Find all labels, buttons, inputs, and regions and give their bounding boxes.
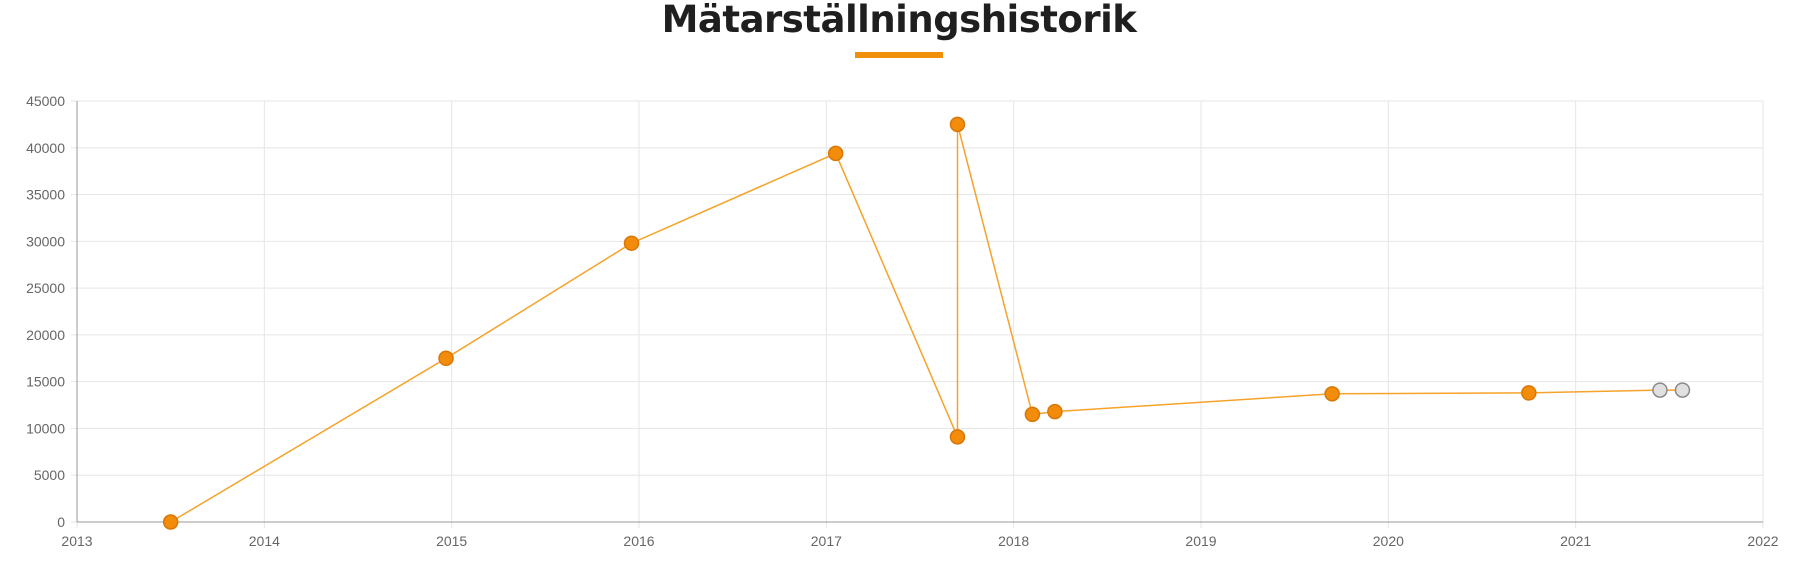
x-axis-tick-labels: 2013 2014 2015 2016 2017 2018 2019 2020 2021 2022 (61, 533, 1778, 549)
title-underline (855, 52, 943, 58)
data-point (1047, 403, 1063, 420)
data-point (1521, 385, 1537, 401)
x-tick-label: 2019 (1185, 533, 1216, 549)
y-tick-label: 45000 (26, 93, 65, 109)
x-tick-label: 2022 (1747, 533, 1778, 549)
meter-reading-series (170, 124, 1683, 523)
y-tick-label: 25000 (26, 280, 65, 296)
x-tick-label: 2021 (1560, 533, 1591, 549)
axes (76, 101, 1763, 523)
y-tick-label: 10000 (26, 420, 65, 436)
y-axis-tick-labels: 0 5000 10000 15000 20000 25000 30000 35000 40000… (26, 93, 65, 530)
x-tick-label: 2018 (998, 533, 1029, 549)
data-point (827, 145, 844, 162)
x-tick-label: 2017 (811, 533, 842, 549)
estimated-data-point (1674, 382, 1691, 398)
y-tick-label: 15000 (26, 374, 65, 390)
y-tick-label: 5000 (34, 467, 65, 483)
y-tick-label: 40000 (26, 140, 65, 156)
data-point (949, 429, 966, 445)
data-point (1324, 386, 1340, 402)
data-point (162, 514, 179, 530)
x-tick-label: 2015 (436, 533, 467, 549)
x-tick-label: 2014 (249, 533, 280, 549)
data-point (1024, 406, 1041, 423)
series-line (170, 124, 1683, 523)
y-tick-label: 35000 (26, 187, 65, 203)
data-points (162, 116, 1691, 530)
estimated-data-point (1652, 382, 1668, 398)
data-point (949, 116, 966, 133)
x-tick-label: 2016 (623, 533, 654, 549)
x-tick-label: 2020 (1373, 533, 1404, 549)
y-tick-label: 0 (57, 514, 65, 530)
grid-lines (71, 100, 1764, 528)
data-point (438, 350, 454, 367)
y-tick-label: 30000 (26, 233, 65, 249)
data-point (623, 235, 640, 251)
chart-title: Mätarställningshistorik (661, 0, 1137, 41)
y-tick-label: 20000 (26, 327, 65, 343)
x-tick-label: 2013 (61, 533, 92, 549)
